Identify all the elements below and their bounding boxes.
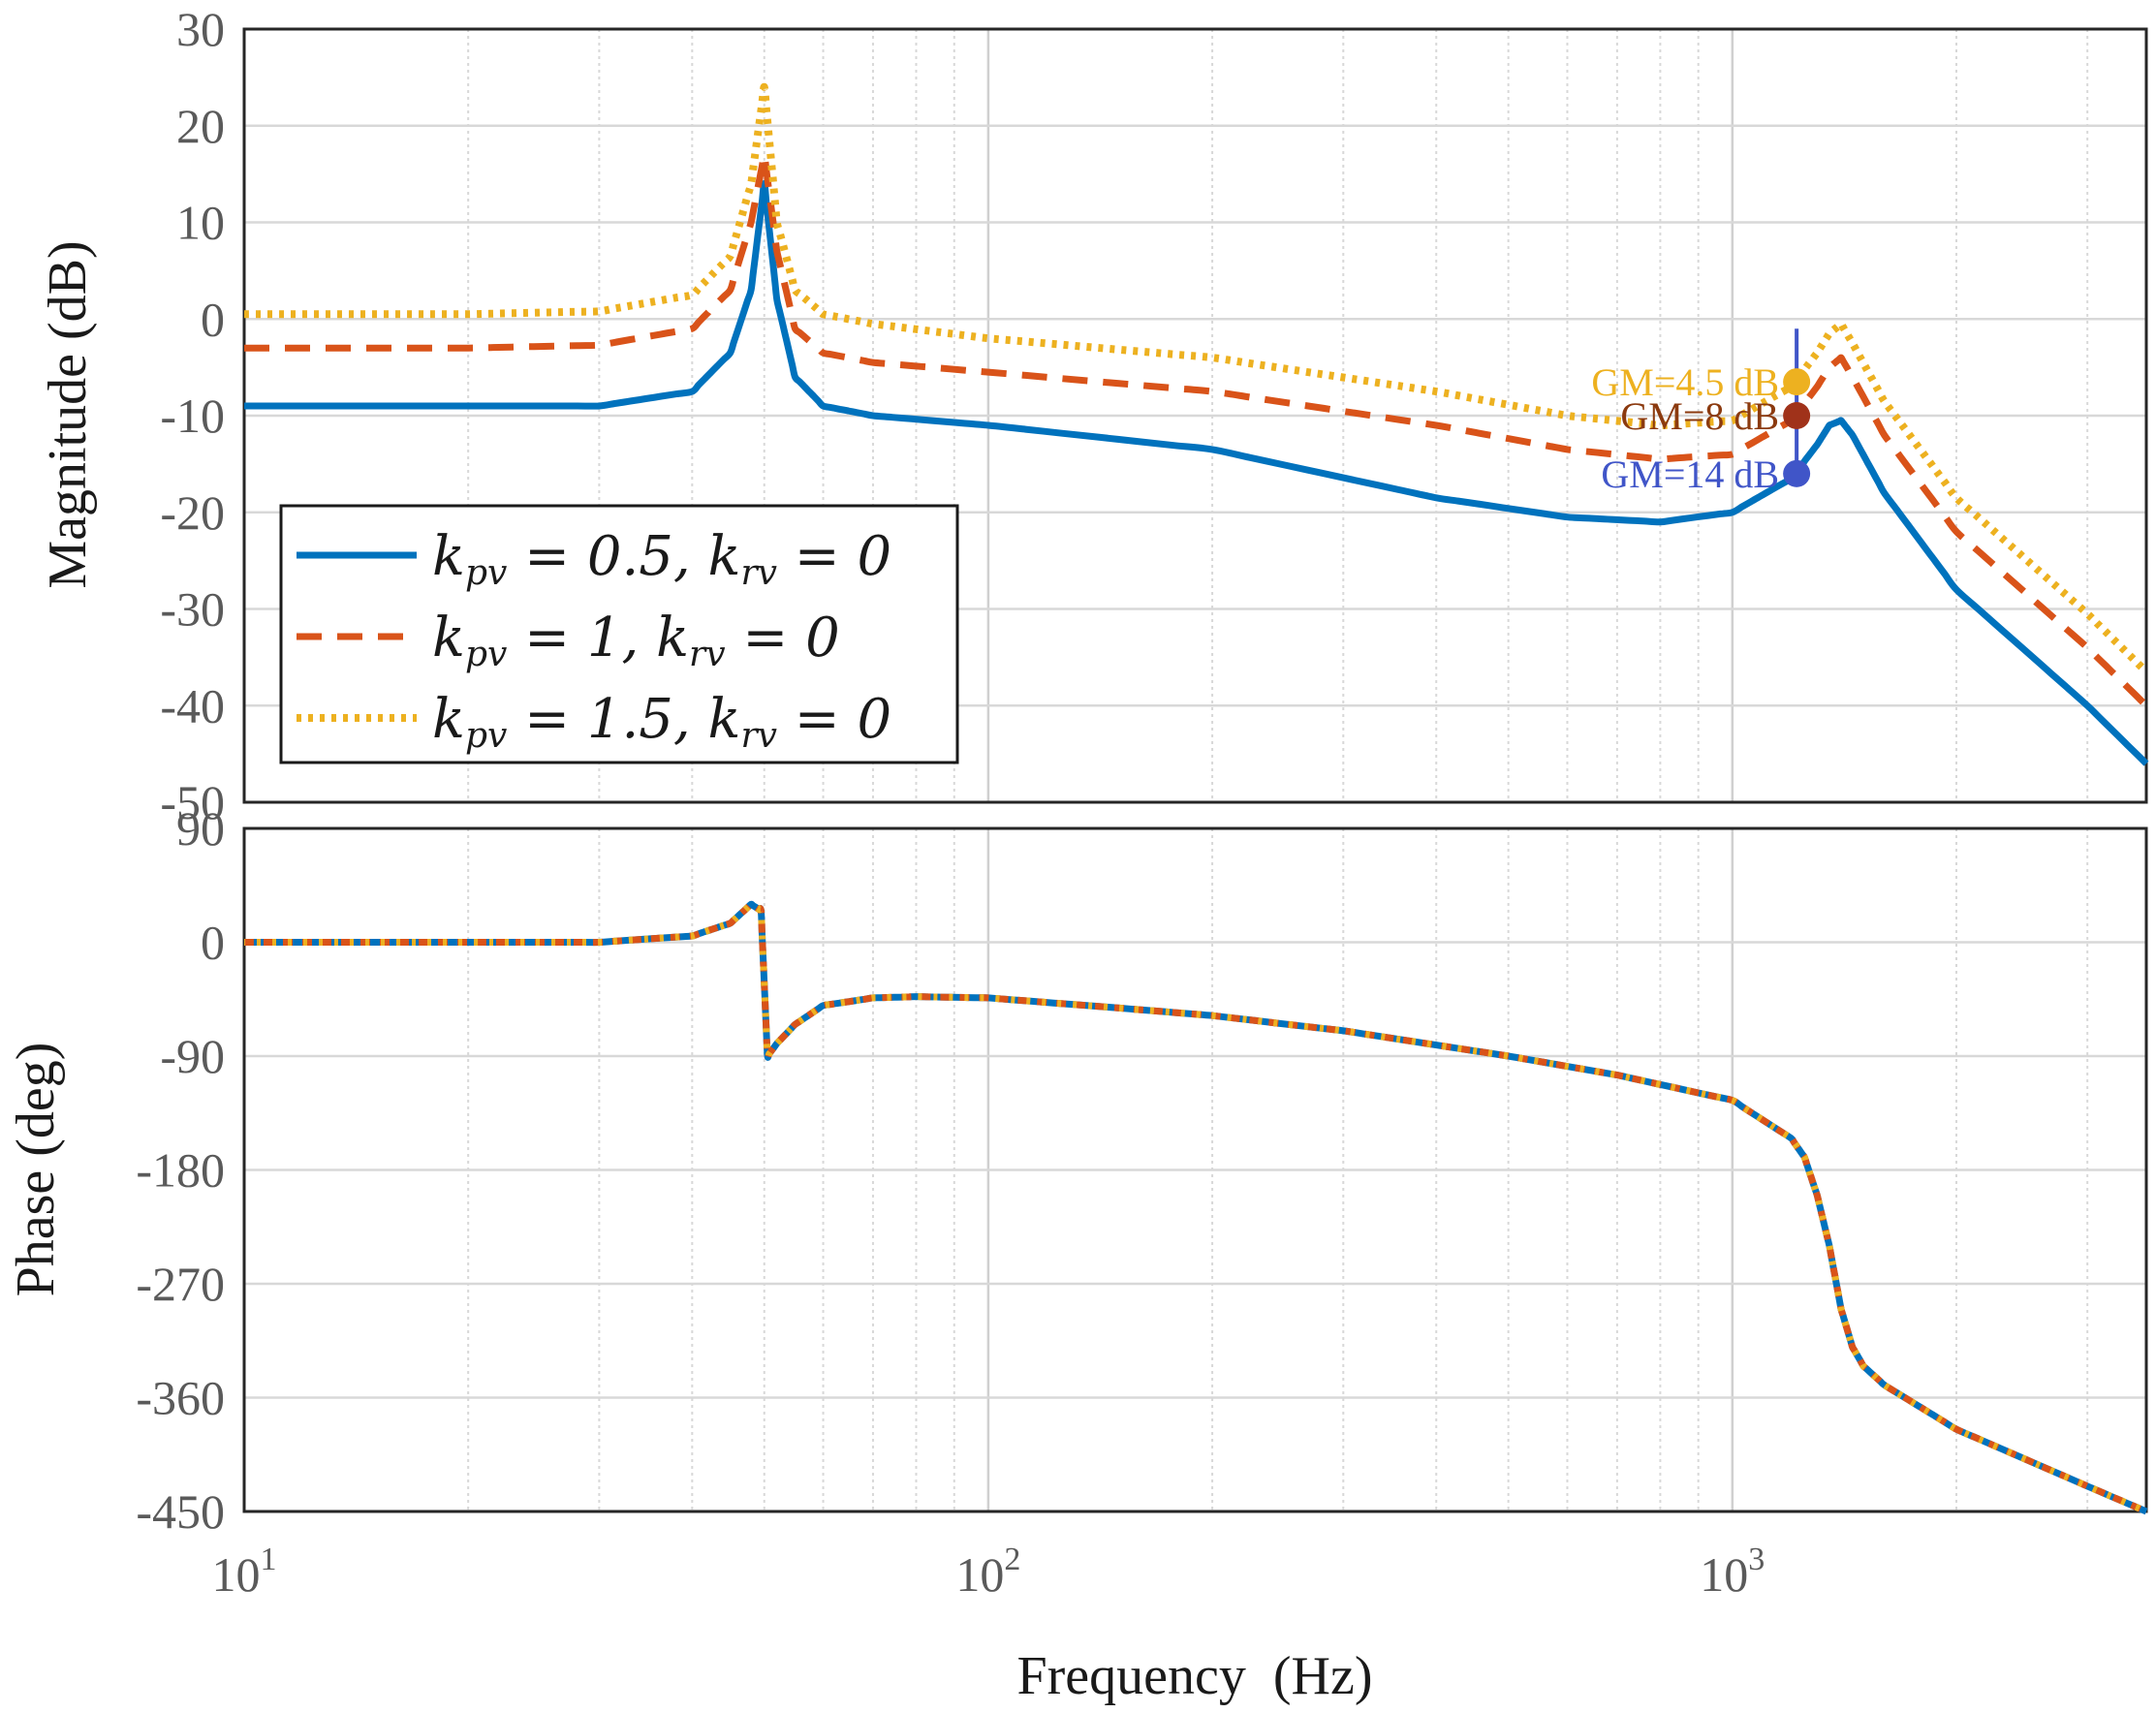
- x-tick-label: 103: [1700, 1542, 1765, 1602]
- magnitude-y-tick-label: -40: [160, 678, 225, 732]
- legend-entry-series-3: kpv = 1.5, krv = 0: [432, 688, 891, 756]
- magnitude-series: [244, 82, 2149, 766]
- phase-series-3: [244, 900, 2148, 1515]
- phase-grid: [242, 826, 2146, 1513]
- x-axis-label: Frequency (Hz): [1017, 1646, 1373, 1706]
- magnitude-y-axis-label: Magnitude (dB): [38, 240, 98, 588]
- gm-annotation-1: GM=4.5 dB: [1591, 360, 1779, 404]
- frequency-x-ticks: 101 102 103: [212, 1542, 1765, 1602]
- x-tick-label: 102: [955, 1542, 1020, 1602]
- magnitude-y-tick-label: 20: [176, 99, 225, 153]
- phase-y-tick-label: 0: [201, 916, 225, 970]
- magnitude-y-tick-label: 30: [176, 2, 225, 56]
- phase-y-tick-label: 90: [176, 801, 225, 856]
- phase-y-tick-label: -450: [136, 1484, 225, 1539]
- magnitude-series-2: [244, 151, 2149, 708]
- magnitude-y-tick-label: 0: [201, 292, 225, 346]
- magnitude-y-tick-label: -30: [160, 582, 225, 637]
- magnitude-axes-box: [242, 27, 2148, 804]
- legend-entry-series-2: kpv = 1, krv = 0: [432, 607, 840, 674]
- phase-axes-box: [242, 826, 2148, 1513]
- phase-y-tick-label: -180: [136, 1143, 225, 1198]
- gm-marker-1: [1783, 368, 1811, 396]
- phase-y-axis-label: Phase (deg): [6, 1043, 66, 1297]
- phase-y-tick-label: -360: [136, 1371, 225, 1425]
- phase-panel: 90 0 -90 -180 -270 -360 -450 101 102 103 Phase (…: [6, 801, 2148, 1706]
- legend-entry-series-1: kpv = 0.5, krv = 0: [432, 525, 891, 593]
- magnitude-y-tick-label: -10: [160, 389, 225, 443]
- legend: kpv = 0.5, krv = 0 kpv = 1, krv = 0 kpv …: [279, 504, 959, 764]
- phase-y-tick-label: -90: [160, 1029, 225, 1083]
- phase-y-tick-label: -270: [136, 1257, 225, 1311]
- gm-marker-2: [1783, 402, 1811, 429]
- magnitude-series-1: [244, 180, 2149, 766]
- phase-series-2: [244, 900, 2148, 1515]
- magnitude-y-tick-label: -20: [160, 485, 225, 540]
- phase-y-ticks: 90 0 -90 -180 -270 -360 -450: [136, 801, 225, 1539]
- magnitude-y-tick-label: 10: [176, 196, 225, 250]
- gm-annotation-3: GM=14 dB: [1601, 452, 1779, 496]
- magnitude-y-ticks: 30 20 10 0 -10 -20 -30 -40 -50: [160, 2, 225, 829]
- gm-marker-3: [1783, 459, 1811, 487]
- phase-series: [244, 900, 2148, 1515]
- magnitude-y-tick-label: -50: [160, 775, 225, 829]
- x-tick-label: 101: [212, 1542, 277, 1602]
- phase-series-1: [244, 900, 2148, 1515]
- gm-annotation-2: GM=8 dB: [1620, 394, 1779, 438]
